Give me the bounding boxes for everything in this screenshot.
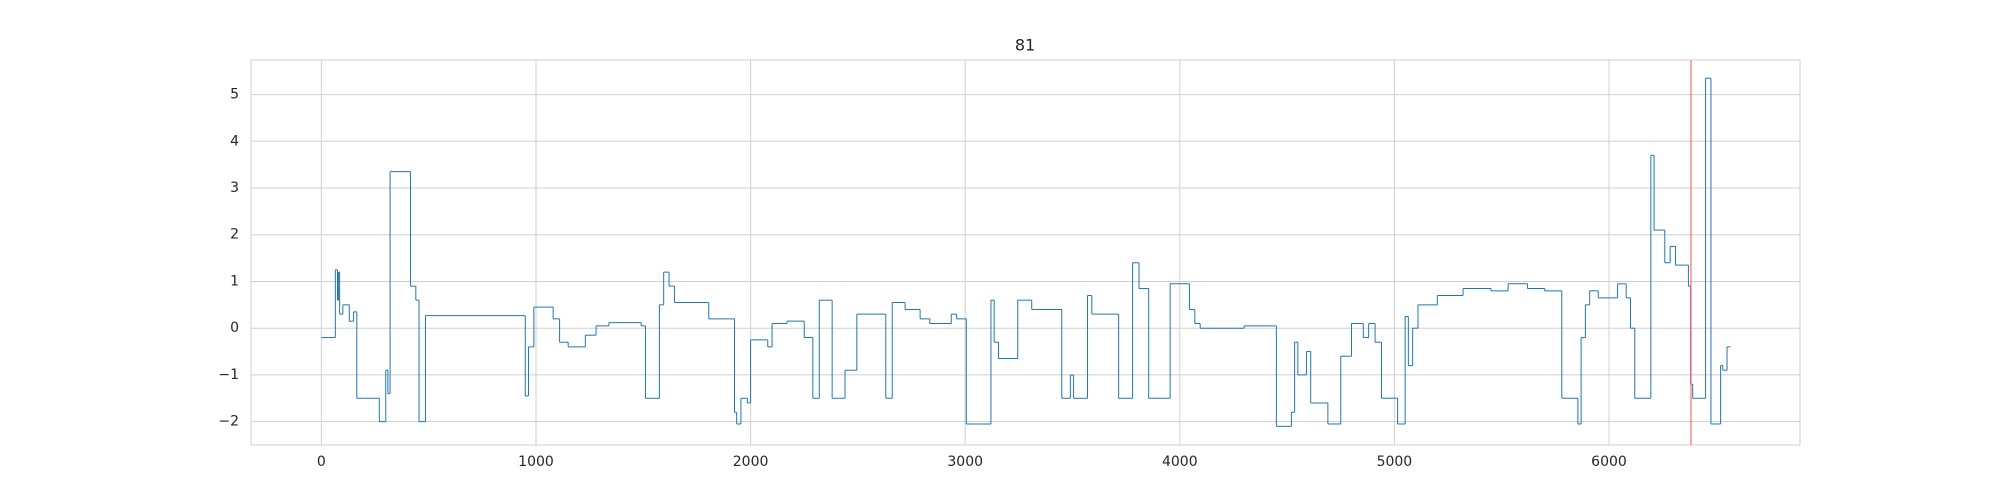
y-tick-label: 3: [230, 180, 239, 196]
plot-frame: [250, 59, 1801, 446]
x-tick-label: 1000: [518, 454, 554, 470]
x-tick-label: 3000: [947, 454, 983, 470]
x-tick-label: 0: [317, 454, 326, 470]
y-tick-label: 4: [230, 133, 239, 149]
y-tick-label: −1: [218, 367, 239, 383]
y-tick-label: 1: [230, 273, 239, 289]
chart-title: 81: [1015, 36, 1035, 55]
x-tick-label: 2000: [733, 454, 769, 470]
x-tick-label: 6000: [1591, 454, 1627, 470]
x-tick-label: 5000: [1377, 454, 1413, 470]
y-tick-label: −2: [218, 414, 239, 430]
y-tick-label: 5: [230, 87, 239, 103]
y-tick-label: 2: [230, 227, 239, 243]
x-tick-label: 4000: [1162, 454, 1198, 470]
y-tick-label: 0: [230, 320, 239, 336]
